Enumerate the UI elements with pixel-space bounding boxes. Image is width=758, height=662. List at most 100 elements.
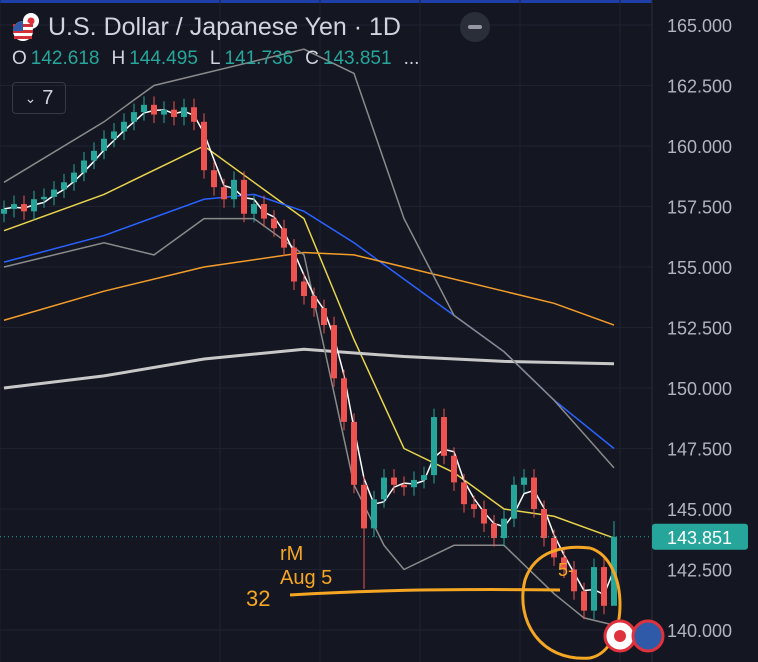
open-label: O	[12, 48, 27, 69]
close-label: C	[305, 48, 319, 69]
candle-body	[591, 567, 597, 611]
candle-body	[431, 417, 437, 476]
indicator-count: 7	[42, 86, 54, 109]
candle-body	[371, 499, 377, 529]
candle-body	[231, 179, 237, 200]
candle-body	[401, 484, 407, 488]
candle-body	[361, 484, 367, 529]
candle-body	[481, 509, 487, 524]
y-tick-label: 152.500	[667, 319, 732, 339]
candle-body	[551, 538, 557, 558]
candle-body	[291, 247, 297, 282]
candle-body	[421, 475, 427, 480]
candle-body	[301, 281, 307, 297]
candle-body	[41, 196, 47, 200]
candle-body	[471, 504, 477, 509]
candle-body	[601, 567, 607, 606]
candle-body	[161, 109, 167, 115]
candle-body	[171, 109, 177, 117]
candle-body	[461, 482, 467, 505]
candle-body	[131, 112, 137, 122]
last-price-label: 143.851	[667, 528, 732, 548]
symbol-title[interactable]: U.S. Dollar / Japanese Yen · 1D	[48, 12, 401, 41]
chevron-down-icon: ⌄	[24, 89, 37, 106]
us-event-marker-icon	[631, 619, 665, 653]
candle-body	[521, 477, 527, 485]
candle-body	[51, 189, 57, 197]
top-accent-bar	[0, 0, 758, 3]
candle-body	[411, 479, 417, 488]
candle-body	[121, 121, 127, 132]
candle-body	[441, 417, 447, 456]
candle-body	[491, 523, 497, 539]
annotation-underline	[289, 588, 561, 597]
high-label: H	[111, 48, 126, 69]
y-tick-label: 147.500	[667, 440, 732, 460]
candle-body	[331, 325, 337, 379]
candle-body	[181, 107, 187, 117]
us-jp-flag-icon	[13, 13, 39, 41]
indicator-line	[3, 217, 615, 626]
minimize-button[interactable]	[460, 12, 490, 42]
candle-body	[561, 557, 567, 570]
candle-body	[111, 131, 117, 139]
candle-body	[381, 477, 387, 500]
close-value: 143.851	[322, 48, 392, 69]
open-value: 142.618	[30, 48, 100, 69]
chart-legend: U.S. Dollar / Japanese Yen · 1D O 142.618…	[12, 12, 419, 70]
last-price-badge	[652, 523, 748, 550]
candle-body	[151, 104, 157, 115]
indicator-line	[3, 48, 615, 469]
y-tick-label: 140.000	[667, 621, 732, 641]
y-tick-label: 155.000	[667, 258, 732, 278]
y-tick-label: 157.500	[667, 198, 732, 218]
indicator-line	[3, 347, 615, 390]
annotation-number: 32	[246, 586, 271, 611]
candle-body	[91, 150, 97, 161]
candle-body	[571, 569, 577, 592]
high-value: 144.495	[129, 48, 198, 69]
low-label: L	[209, 48, 221, 69]
indicator-line	[3, 145, 615, 539]
candle-body	[201, 121, 207, 171]
candle-body	[71, 172, 77, 183]
candle-body	[191, 107, 197, 122]
ohlc-readout: O 142.618 H 144.495 L 141.736 C 143.851 ...	[12, 48, 419, 70]
candle-body	[1, 208, 7, 214]
candle-body	[61, 182, 67, 190]
candle-body	[211, 170, 217, 188]
candle-body	[241, 179, 247, 214]
candle-body	[581, 591, 587, 611]
candle-body	[341, 378, 347, 422]
candle-body	[81, 160, 87, 173]
y-tick-label: 145.000	[667, 500, 732, 520]
candle-body	[11, 204, 17, 209]
y-tick-label: 165.000	[667, 16, 732, 36]
candle-body	[141, 104, 147, 113]
candle-body	[531, 477, 537, 509]
candle-body	[501, 518, 507, 539]
annotation-circle	[521, 545, 622, 660]
candle-body	[391, 477, 397, 485]
event-marker-dot-icon	[614, 630, 626, 642]
candle-body	[261, 204, 267, 219]
more-button[interactable]: ...	[403, 48, 420, 69]
candle-body	[271, 218, 277, 229]
y-tick-label: 160.000	[667, 137, 732, 157]
annotation-rm: rM	[280, 543, 304, 565]
candle-body	[321, 308, 327, 326]
candle-body	[541, 509, 547, 539]
y-tick-label: 142.500	[667, 561, 732, 581]
y-tick-label: 150.000	[667, 379, 732, 399]
price-axis	[652, 0, 758, 662]
y-tick-label: 162.500	[667, 77, 732, 97]
candle-body	[351, 421, 357, 485]
candle-body	[21, 204, 27, 212]
candle-body	[101, 138, 107, 151]
indicators-toggle-button[interactable]: ⌄ 7	[12, 82, 66, 114]
candle-body	[451, 455, 457, 483]
candle-body	[311, 296, 317, 309]
annotation-date: Aug 5	[280, 567, 333, 589]
indicator-line	[3, 251, 615, 326]
